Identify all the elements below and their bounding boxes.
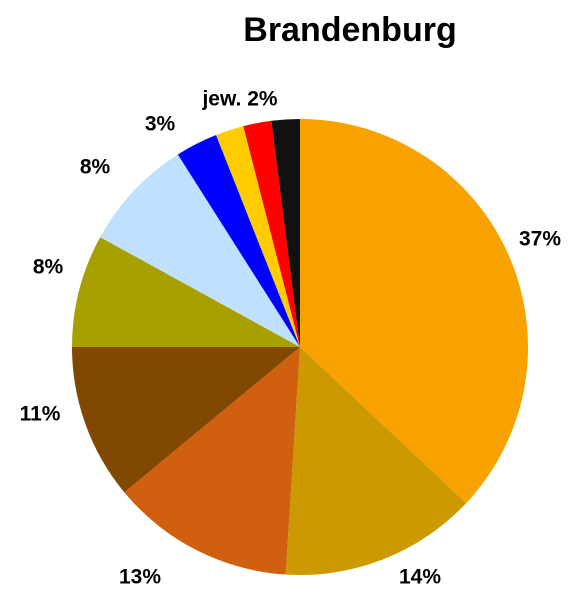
pie-slice: [177, 135, 300, 347]
data-label: 3%: [145, 113, 176, 136]
data-label: 8%: [33, 256, 64, 279]
data-label: 8%: [80, 156, 111, 179]
chart-title: Brandenburg: [243, 11, 456, 49]
pie-slice: [72, 237, 300, 347]
data-label: 14%: [399, 566, 441, 589]
data-label: 11%: [20, 403, 61, 426]
annotation: jew. 2%: [201, 88, 277, 111]
pie-slice: [216, 126, 300, 347]
pie-slice: [124, 347, 300, 575]
pie-slice: [243, 120, 300, 347]
pie-slice: [100, 154, 300, 347]
data-label: 13%: [119, 566, 161, 589]
pie-slice: [271, 119, 300, 347]
data-label: 37%: [519, 228, 561, 251]
pie-slice: [285, 347, 467, 575]
pie-slice: [300, 119, 528, 504]
pie-slice: [72, 347, 300, 493]
